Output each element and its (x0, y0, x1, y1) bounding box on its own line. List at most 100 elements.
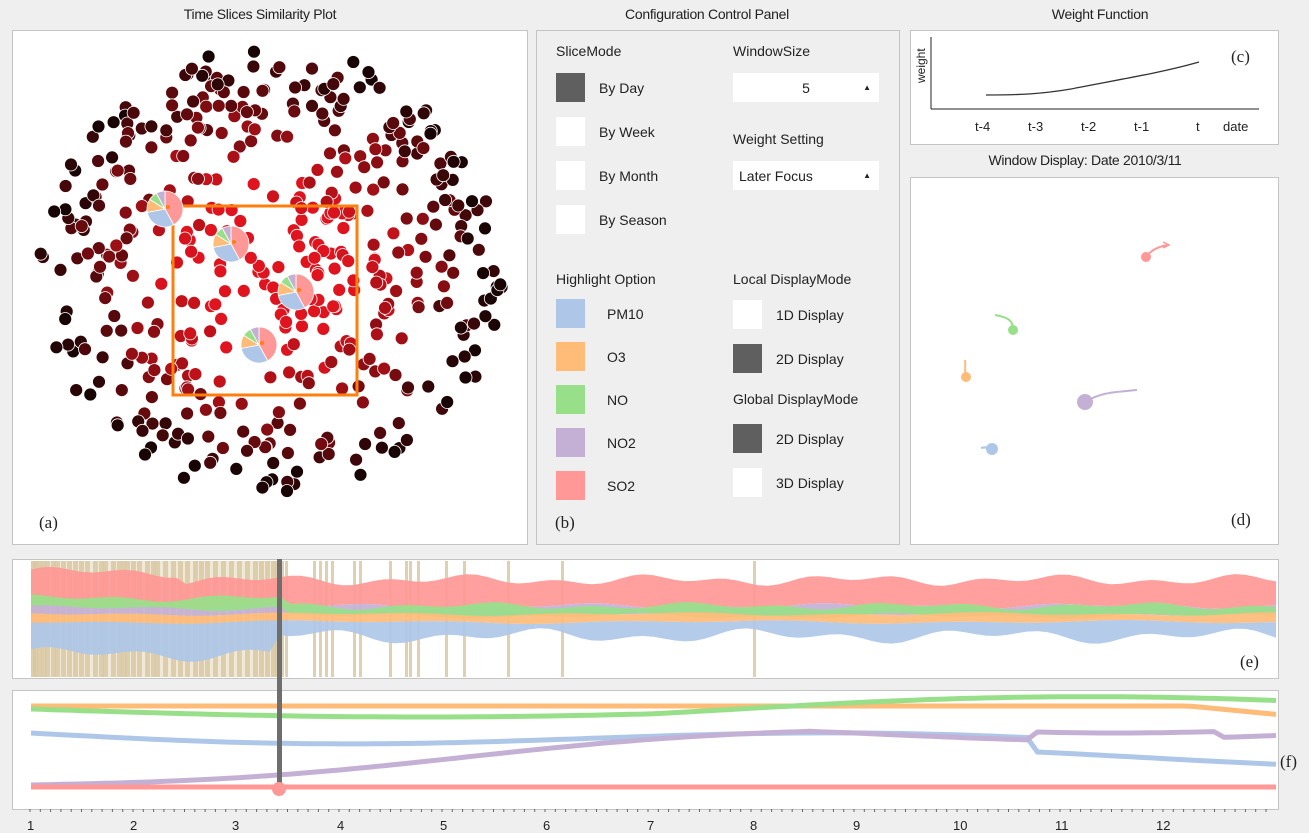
scatter-dot (145, 416, 160, 431)
radio-swatch[interactable] (733, 424, 762, 453)
scatter-dot (411, 300, 426, 315)
local-1d-display[interactable]: 1D Display (733, 300, 844, 329)
scatter-dot (301, 376, 316, 391)
scatter-dot (123, 171, 138, 186)
color-swatch[interactable] (556, 385, 585, 414)
highlight-option-label: Highlight Option (556, 271, 656, 287)
scatter-dot (64, 157, 78, 172)
window-display-panel[interactable]: (d) (910, 177, 1279, 545)
o3-point (961, 372, 971, 382)
scatter-dot (114, 383, 129, 398)
scatter-dot (310, 268, 325, 283)
slice-mode-label: SliceMode (556, 43, 622, 59)
color-swatch[interactable] (556, 299, 585, 328)
selection-box[interactable] (171, 204, 359, 397)
scatter-dot (114, 323, 129, 338)
weight-setting-select[interactable]: Later Focus ▲ (733, 161, 879, 190)
scatter-dot (187, 295, 202, 310)
radio-swatch[interactable] (733, 300, 762, 329)
scatter-dot (282, 365, 297, 380)
scatter-dot (366, 182, 381, 197)
highlight-so2[interactable]: SO2 (556, 471, 635, 500)
color-swatch[interactable] (556, 342, 585, 371)
local-2d-display[interactable]: 2D Display (733, 344, 844, 373)
scatter-dot (176, 149, 191, 163)
scatter-dot (358, 437, 373, 451)
highlight-no[interactable]: NO (556, 385, 628, 414)
scatter-dot (147, 363, 162, 378)
scatter-dot (302, 175, 317, 190)
scatter-dot (83, 387, 98, 402)
time-cursor[interactable] (277, 559, 282, 789)
scatter-dot (99, 323, 114, 338)
window-display-plot[interactable] (911, 178, 1278, 544)
slice-mode-by-day[interactable]: By Day (556, 73, 644, 102)
scatter-dot (81, 246, 95, 261)
slice-mode-by-week[interactable]: By Week (556, 117, 655, 146)
pie-slice (286, 273, 297, 293)
config-panel-title: Configuration Control Panel (625, 6, 789, 22)
timeline-tick-6: 6 (543, 818, 551, 833)
radio-swatch[interactable] (556, 117, 585, 146)
radio-swatch[interactable] (556, 205, 585, 234)
timeline-tick-4: 4 (337, 818, 345, 833)
color-swatch[interactable] (556, 428, 585, 457)
scatter-dot (58, 312, 73, 326)
option-label: 2D Display (776, 350, 844, 367)
scatter-dot (388, 368, 403, 382)
panel-tag-c: (c) (1231, 47, 1250, 66)
color-swatch[interactable] (556, 471, 585, 500)
scatter-dot (440, 395, 455, 409)
highlight-pm10[interactable]: PM10 (556, 299, 644, 328)
scatter-dot (236, 85, 251, 99)
timeline-tick-8: 8 (750, 818, 758, 833)
scatter-dot (190, 120, 205, 135)
trend-lines-panel[interactable] (12, 690, 1279, 810)
trend-lines[interactable] (13, 691, 1278, 809)
scatter-dot (434, 259, 449, 274)
radio-swatch[interactable] (556, 73, 585, 102)
weight-setting-value: Later Focus (739, 167, 813, 184)
stream-graph-panel[interactable]: (e) (12, 559, 1279, 679)
trend-line (30, 730, 1277, 767)
scatter-dot (428, 217, 443, 232)
slice-mode-by-month[interactable]: By Month (556, 161, 658, 190)
scatter-dot (232, 139, 247, 154)
similarity-plot-panel[interactable]: (a) (12, 30, 528, 545)
scatter-dot (446, 154, 461, 169)
scatter-dot (226, 149, 241, 164)
scatter-dot (370, 155, 385, 170)
global-2d-display[interactable]: 2D Display (733, 424, 844, 453)
radio-swatch[interactable] (733, 468, 762, 497)
local-display-mode-label: Local DisplayMode (733, 271, 852, 287)
global-3d-display[interactable]: 3D Display (733, 468, 844, 497)
pie-slice (240, 344, 269, 364)
scatter-dot (476, 266, 491, 281)
scatter-dot (33, 246, 48, 261)
highlight-no2[interactable]: NO2 (556, 428, 636, 457)
scatter-dot (418, 249, 433, 264)
similarity-scatter[interactable] (13, 31, 527, 544)
scatter-dot (292, 396, 307, 411)
slice-mode-by-season[interactable]: By Season (556, 205, 667, 234)
scatter-dot (180, 431, 195, 446)
scatter-dot (92, 198, 106, 213)
highlight-o3[interactable]: O3 (556, 342, 626, 371)
time-cursor-handle[interactable] (272, 782, 286, 796)
weight-function-chart: weight t-4 t-3 t-2 t-1 t date (914, 37, 1259, 134)
scatter-dot (165, 85, 180, 100)
scatter-dot (144, 119, 159, 134)
radio-swatch[interactable] (733, 344, 762, 373)
scatter-dot (69, 383, 84, 398)
scatter-dot (212, 374, 227, 389)
stream-graph[interactable] (13, 560, 1278, 678)
scatter-dot (326, 299, 341, 314)
pie-slice (155, 190, 166, 210)
scatter-dot (214, 126, 229, 140)
radio-swatch[interactable] (556, 161, 585, 190)
scatter-dot (353, 467, 368, 482)
scatter-dot (445, 354, 460, 369)
window-size-select[interactable]: 5 ▲ (733, 73, 879, 102)
stream-layer (31, 612, 1276, 624)
scatter-dot (134, 199, 149, 214)
